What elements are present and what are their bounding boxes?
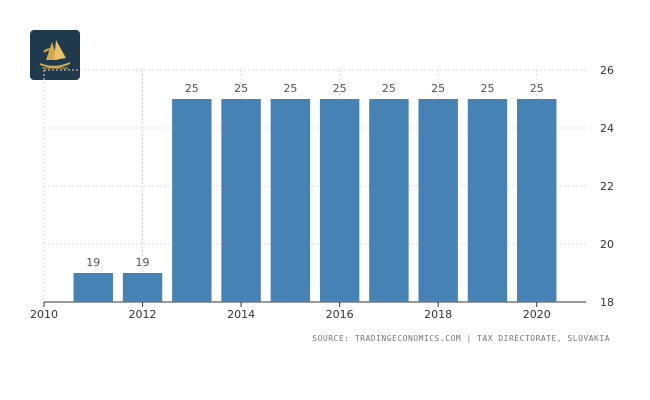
bar-2015 [270, 99, 311, 302]
bar-2017 [369, 99, 409, 302]
y-tick-label: 26 [600, 64, 614, 77]
y-tick-label: 24 [600, 122, 614, 135]
data-label-2019: 25 [480, 82, 494, 95]
data-label-2016: 25 [333, 82, 347, 95]
x-tick-label: 2010 [30, 308, 58, 321]
x-axis-ticks: 2010 2012 2014 2016 2018 2020 [30, 308, 551, 321]
data-label-2015: 25 [283, 82, 297, 95]
x-tick-label: 2012 [129, 308, 157, 321]
bar-2013 [172, 99, 212, 302]
y-axis-ticks: 18 20 22 24 26 [600, 64, 614, 309]
logo-emblem-icon [39, 40, 71, 69]
bar-2018 [418, 99, 458, 302]
bar-2016 [319, 99, 360, 302]
x-axis [43, 301, 586, 307]
data-label-2012: 19 [136, 256, 150, 269]
bar-2011 [73, 273, 113, 302]
x-tick-label: 2018 [424, 308, 452, 321]
bar-2020 [517, 99, 557, 302]
data-label-2014: 25 [234, 82, 248, 95]
y-tick-label: 20 [600, 238, 614, 251]
data-labels: 19 19 25 25 25 25 25 25 25 25 [86, 82, 543, 269]
x-tick-label: 2020 [523, 308, 551, 321]
data-label-2011: 19 [86, 256, 100, 269]
x-tick-label: 2016 [326, 308, 354, 321]
data-label-2020: 25 [530, 82, 544, 95]
data-label-2017: 25 [382, 82, 396, 95]
source-note: SOURCE: TRADINGECONOMICS.COM | TAX DIREC… [312, 334, 610, 343]
x-tick-label: 2014 [227, 308, 255, 321]
bar-2014 [221, 99, 261, 302]
bar-2019 [467, 99, 508, 302]
y-tick-label: 18 [600, 296, 614, 309]
bars [73, 99, 557, 302]
bar-2012 [122, 273, 163, 302]
data-label-2013: 25 [185, 82, 199, 95]
brand-logo [30, 30, 80, 80]
y-tick-label: 22 [600, 180, 614, 193]
data-label-2018: 25 [431, 82, 445, 95]
